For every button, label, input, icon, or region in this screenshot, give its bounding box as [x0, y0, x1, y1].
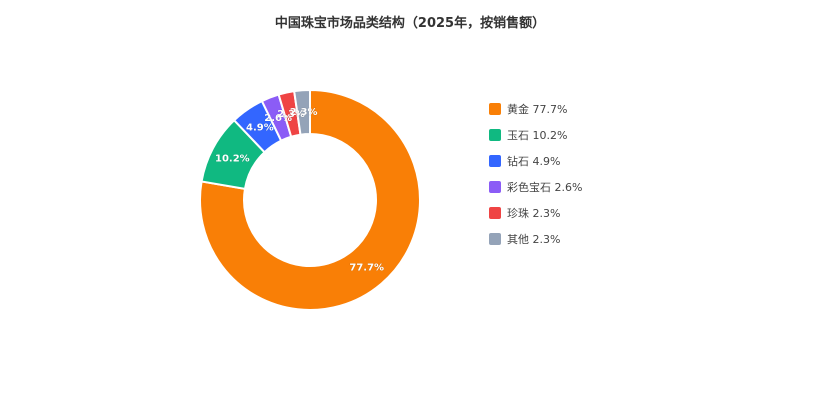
legend-label: 彩色宝石 2.6% — [507, 181, 583, 194]
legend-item-colored-gemstone[interactable]: 彩色宝石 2.6% — [489, 174, 582, 200]
legend-item-diamond[interactable]: 钻石 4.9% — [489, 148, 582, 174]
legend-item-gold[interactable]: 黄金 77.7% — [489, 96, 582, 122]
legend-swatch — [489, 103, 501, 115]
legend-swatch — [489, 155, 501, 167]
legend-swatch — [489, 181, 501, 193]
slice-label-diamond: 4.9% — [246, 123, 274, 134]
legend-item-pearl[interactable]: 珍珠 2.3% — [489, 200, 582, 226]
legend-label: 玉石 10.2% — [507, 129, 568, 142]
legend-item-jade[interactable]: 玉石 10.2% — [489, 122, 582, 148]
legend-swatch — [489, 207, 501, 219]
slice-label-pearl: 2.3% — [277, 109, 305, 120]
legend-swatch — [489, 233, 501, 245]
legend-swatch — [489, 129, 501, 141]
slice-label-jade: 10.2% — [215, 154, 250, 165]
chart-legend: 黄金 77.7% 玉石 10.2% 钻石 4.9% 彩色宝石 2.6% 珍珠 2.3% 其… — [489, 96, 582, 252]
legend-label: 其他 2.3% — [507, 233, 561, 246]
slice-other[interactable] — [293, 88, 311, 136]
slice-label-other: 2.3% — [290, 107, 318, 118]
slice-label-gold: 77.7% — [349, 262, 384, 273]
chart-title: 中国珠宝市场品类结构（2025年，按销售额） — [274, 16, 546, 31]
legend-item-other[interactable]: 其他 2.3% — [489, 226, 582, 252]
slice-label-colored-gemstone: 2.6% — [264, 113, 292, 124]
legend-label: 黄金 77.7% — [507, 103, 568, 116]
legend-label: 珍珠 2.3% — [507, 207, 561, 220]
slice-gold[interactable] — [199, 88, 421, 311]
legend-label: 钻石 4.9% — [507, 155, 561, 168]
